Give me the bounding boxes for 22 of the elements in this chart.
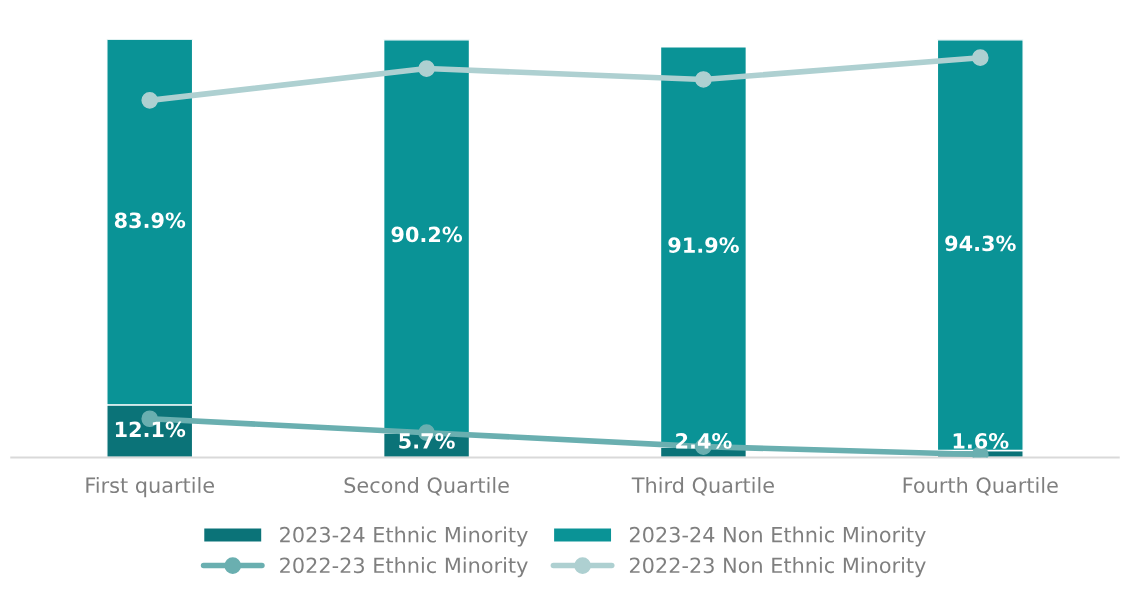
legend-label: 2022-23 Non Ethnic Minority xyxy=(629,557,926,578)
point xyxy=(971,49,989,67)
legend-label: 2023-24 Ethnic Minority xyxy=(280,526,528,547)
data-label: 1.6% xyxy=(953,433,1009,449)
x-tick-label: First quartile xyxy=(86,476,215,498)
data-label: 5.7% xyxy=(399,433,455,449)
legend-label: 2022-23 Ethnic Minority xyxy=(280,557,528,578)
point xyxy=(141,92,159,109)
data-label: 94.3% xyxy=(945,235,1016,252)
point xyxy=(695,71,712,88)
data-label: 83.9% xyxy=(114,212,186,229)
x-tick-label: Third Quartile xyxy=(631,476,774,496)
data-label: 12.1% xyxy=(115,421,186,438)
point xyxy=(418,60,435,77)
data-label: 91.9% xyxy=(668,237,739,253)
x-tick-label: Second Quartile xyxy=(344,476,509,496)
data-label: 90.2% xyxy=(391,226,463,243)
data-label: 2.4% xyxy=(676,433,732,449)
bar xyxy=(936,39,1024,452)
x-tick-label: Fourth Quartile xyxy=(903,476,1058,496)
bar xyxy=(382,39,471,434)
legend-label: 2023-24 Non Ethnic Minority xyxy=(629,526,926,547)
